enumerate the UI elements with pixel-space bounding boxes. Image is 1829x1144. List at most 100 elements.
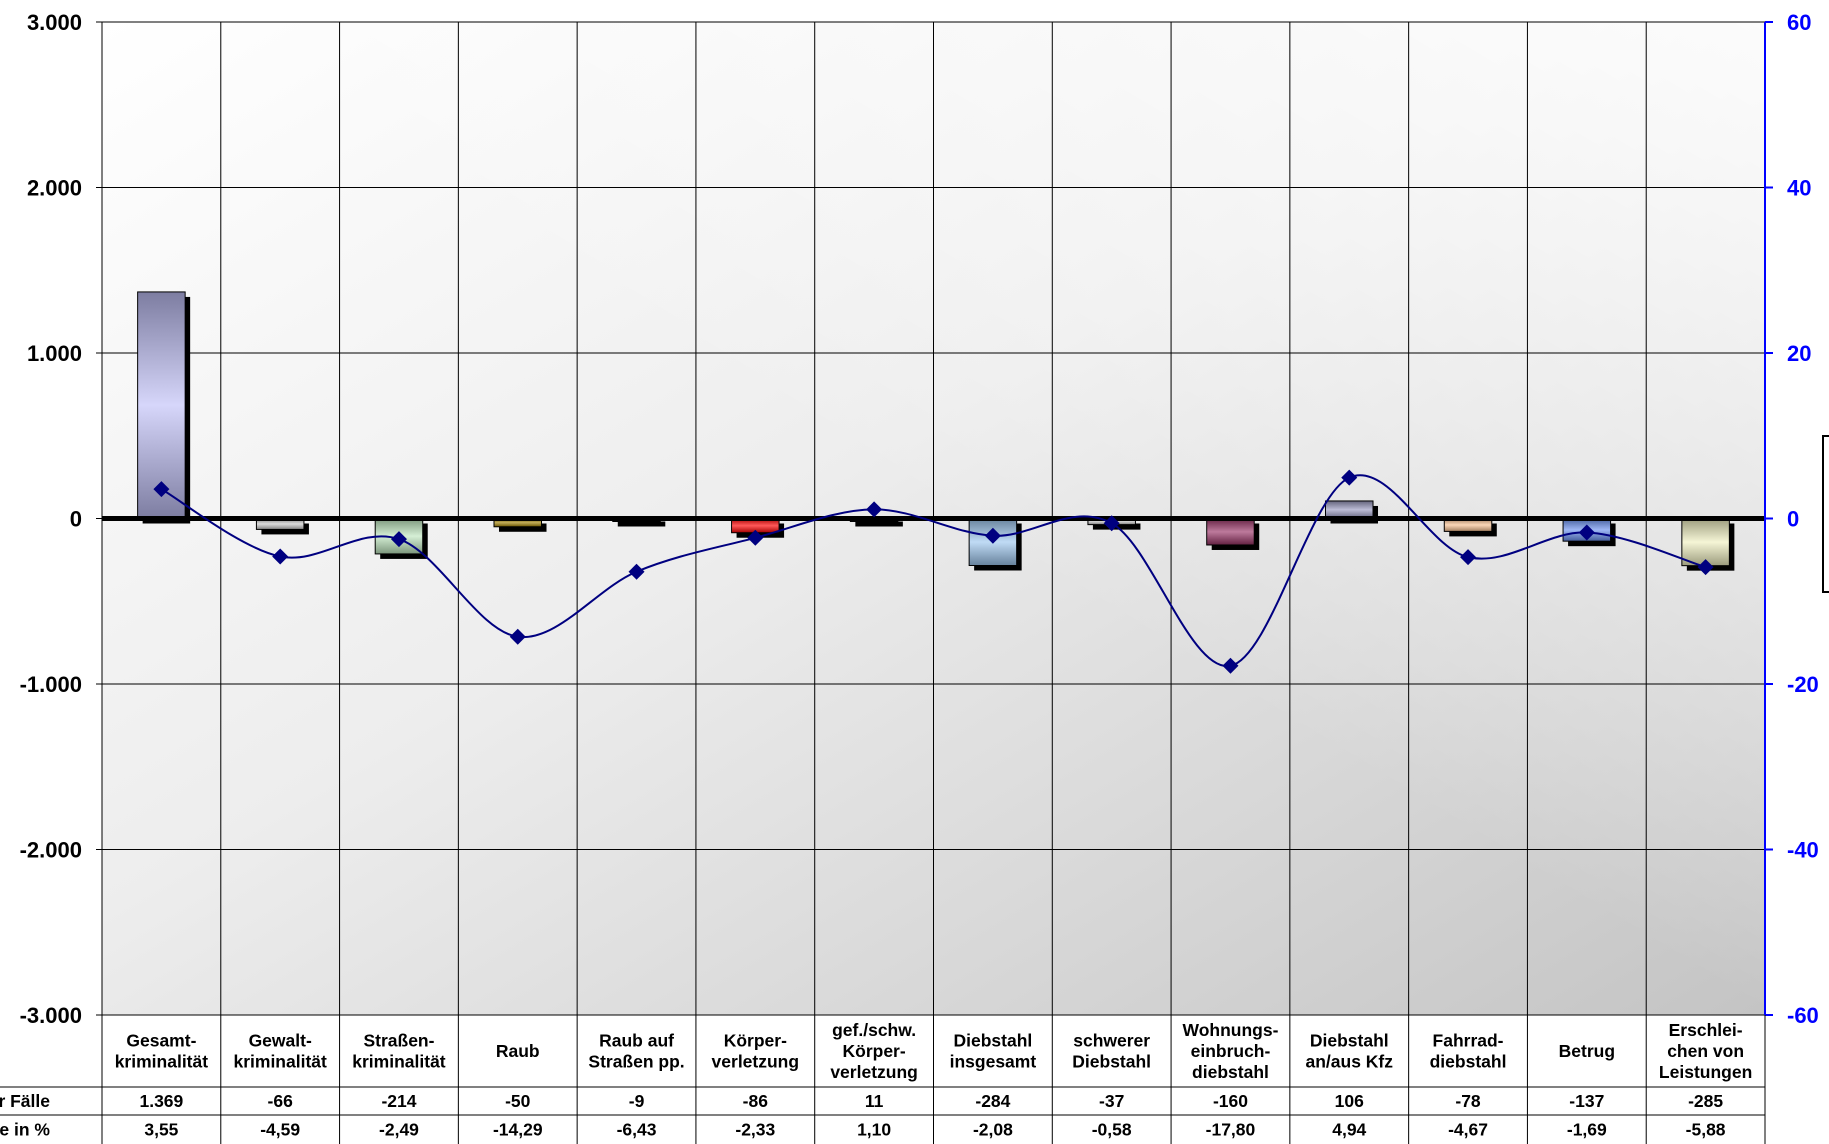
bar-shadow (498, 523, 547, 532)
category-label: Körper- (843, 1041, 906, 1061)
bar (1681, 518, 1730, 567)
y-tick-label: 3.000 (27, 10, 82, 35)
y2-tick-label: 60 (1787, 10, 1811, 35)
category-label: Diebstahl (1072, 1052, 1151, 1072)
category-label: Raub (496, 1041, 540, 1061)
table-cell: 1,10 (857, 1120, 891, 1140)
y-tick-label: 0 (70, 507, 82, 532)
table-cell: -50 (505, 1091, 531, 1111)
line-marker (1222, 657, 1239, 674)
line-marker (1578, 524, 1595, 541)
line-marker (1460, 549, 1477, 566)
table-cell: -1,69 (1567, 1120, 1607, 1140)
line-marker (1341, 469, 1358, 486)
table-cell: -14,29 (493, 1120, 543, 1140)
category-label: kriminalität (115, 1052, 209, 1072)
category-label: schwerer (1073, 1031, 1150, 1051)
line-marker (747, 529, 764, 546)
table-cell: 4,94 (1332, 1120, 1366, 1140)
table-cell: -66 (268, 1091, 294, 1111)
table-cell: -0,58 (1092, 1120, 1132, 1140)
table-cell: -214 (381, 1091, 416, 1111)
table-cell: -37 (1099, 1091, 1124, 1111)
bar (1324, 500, 1374, 519)
category-label: an/aus Kfz (1305, 1052, 1393, 1072)
table-cell: -2,33 (735, 1120, 775, 1140)
line-marker (866, 501, 883, 518)
y-tick-label: -1.000 (20, 672, 82, 697)
table-cell: -78 (1455, 1091, 1481, 1111)
y-tick-label: -2.000 (20, 838, 82, 863)
table-cell: -5,88 (1686, 1120, 1726, 1140)
table-row-label: r Fälle (0, 1091, 50, 1111)
line-marker (390, 531, 407, 548)
line-marker (153, 481, 170, 498)
table-cell: -17,80 (1206, 1120, 1256, 1140)
category-label: chen von (1667, 1041, 1744, 1061)
category-label: kriminalität (233, 1052, 327, 1072)
bar-shadow (617, 521, 666, 527)
table-cell: -6,43 (617, 1120, 657, 1140)
line-series (153, 469, 1714, 674)
category-label: Straßen- (363, 1031, 434, 1051)
category-label: Leistungen (1659, 1062, 1752, 1082)
category-label: Straßen pp. (588, 1052, 684, 1072)
y-tick-label: 1.000 (27, 341, 82, 366)
y2-tick-label: -60 (1787, 1003, 1819, 1028)
category-label: Gesamt- (126, 1031, 196, 1051)
y2-tick-label: -40 (1787, 838, 1819, 863)
legend-box-edge (1822, 435, 1829, 593)
table-cell: -9 (629, 1091, 645, 1111)
category-label: Fahrrad- (1433, 1031, 1504, 1051)
y2-tick-label: 0 (1787, 507, 1799, 532)
category-label: Körper- (724, 1031, 787, 1051)
table-cell: -137 (1569, 1091, 1604, 1111)
category-label: diebstahl (1192, 1062, 1269, 1082)
table-cell: -86 (743, 1091, 769, 1111)
category-label: diebstahl (1430, 1052, 1507, 1072)
category-label: Erschlei- (1669, 1020, 1743, 1040)
y-tick-label: 2.000 (27, 176, 82, 201)
table-cell: 1.369 (139, 1091, 183, 1111)
table-row-label: r Fälle in % (0, 1120, 50, 1140)
line-marker (272, 548, 289, 565)
line-marker (628, 563, 645, 580)
table-cell: -160 (1213, 1091, 1248, 1111)
bar-shadow (855, 521, 903, 527)
table-cell: -2,08 (973, 1120, 1013, 1140)
axes: 3.000 2.000 1.000 0 -1.000 -2.000 -3.000 60 40 20… (20, 10, 1829, 1028)
table-cell: -285 (1688, 1091, 1723, 1111)
table-cell: -4,67 (1448, 1120, 1488, 1140)
bar (137, 291, 186, 520)
table-cell: -284 (975, 1091, 1010, 1111)
table-cell: 3,55 (144, 1120, 178, 1140)
line-marker (1697, 559, 1714, 576)
percent-line (160, 474, 1706, 667)
y2-tick-label: 20 (1787, 341, 1811, 366)
category-label: Wohnungs- (1183, 1020, 1279, 1040)
category-label: Diebstahl (1310, 1031, 1389, 1051)
y-tick-label: -3.000 (20, 1003, 82, 1028)
data-table: Gesamt-kriminalitätGewalt-kriminalitätSt… (0, 1015, 1766, 1144)
category-label: verletzung (830, 1062, 918, 1082)
table-cell: 11 (865, 1091, 884, 1111)
line-marker (509, 628, 526, 645)
category-label: einbruch- (1191, 1041, 1271, 1061)
table-cell: 106 (1335, 1091, 1364, 1111)
category-label: Raub auf (599, 1031, 674, 1051)
category-label: verletzung (712, 1052, 800, 1072)
category-label: Gewalt- (249, 1031, 312, 1051)
line-marker (984, 527, 1001, 544)
category-label: insgesamt (950, 1052, 1037, 1072)
category-label: Betrug (1559, 1041, 1615, 1061)
y2-tick-label: -20 (1787, 672, 1819, 697)
line-marker (1103, 515, 1120, 532)
category-label: gef./schw. (832, 1020, 916, 1040)
table-cell: -4,59 (260, 1120, 300, 1140)
category-label: Diebstahl (954, 1031, 1033, 1051)
y2-tick-label: 40 (1787, 176, 1811, 201)
table-cell: -2,49 (379, 1120, 419, 1140)
bar (1206, 518, 1255, 546)
category-label: kriminalität (352, 1052, 446, 1072)
